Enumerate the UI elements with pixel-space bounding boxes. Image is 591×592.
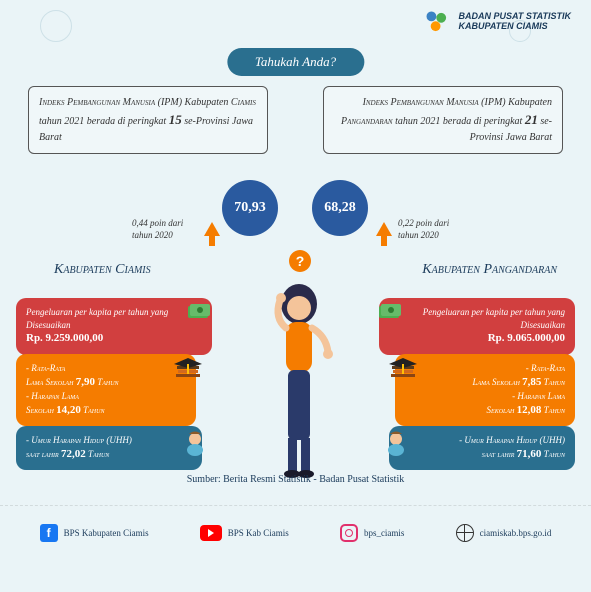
score-pangandaran: 68,28 <box>312 180 368 236</box>
footer-yt[interactable]: BPS Kab Ciamis <box>200 525 289 541</box>
instagram-icon <box>340 524 358 542</box>
footer-fb[interactable]: f BPS Kabupaten Ciamis <box>40 524 149 542</box>
header: BADAN PUSAT STATISTIK KABUPATEN CIAMIS <box>423 8 572 36</box>
footer-web[interactable]: ciamiskab.bps.go.id <box>456 524 552 542</box>
label: Pengeluaran per kapita per tahun yang Di… <box>389 306 565 331</box>
bps-logo <box>423 8 451 36</box>
money-icon <box>186 302 214 322</box>
card-school-right: - Rata-RataLama Sekolah 7,85 Tahun - Har… <box>395 354 575 426</box>
fact-box-pangandaran: Indeks Pembangunan Manusia (IPM) Kabupat… <box>323 86 563 154</box>
web-label: ciamiskab.bps.go.id <box>480 528 552 538</box>
arrow-up-icon <box>204 222 220 236</box>
org-line2: KABUPATEN CIAMIS <box>459 22 572 32</box>
fb-label: BPS Kabupaten Ciamis <box>64 528 149 538</box>
arrow-up-icon <box>376 222 392 236</box>
card-school-left: - Rata-RataLama Sekolah 7,90 Tahun - Har… <box>16 354 196 426</box>
footer: f BPS Kabupaten Ciamis BPS Kab Ciamis bp… <box>0 505 591 592</box>
region-title-right: Kabupaten Pangandaran <box>422 262 557 278</box>
value: Rp. 9.065.000,00 <box>389 331 565 346</box>
ig-label: bps_ciamis <box>364 528 405 538</box>
value: Rp. 9.259.000,00 <box>26 331 202 346</box>
baby-icon <box>182 430 208 456</box>
label: Pengeluaran per kapita per tahun yang Di… <box>26 306 202 331</box>
fact-box-ciamis: Indeks Pembangunan Manusia (IPM) Kabupat… <box>28 86 268 154</box>
books-icon <box>172 358 204 384</box>
card-spend-left: Pengeluaran per kapita per tahun yang Di… <box>16 298 212 355</box>
money-icon <box>377 302 405 322</box>
footer-ig[interactable]: bps_ciamis <box>340 524 405 542</box>
score-ciamis: 70,93 <box>222 180 278 236</box>
youtube-icon <box>200 525 222 541</box>
card-life-right: - Umur Harapan Hidup (UHH)saat lahir 71,… <box>389 426 575 470</box>
delta-pangandaran: 0,22 poin daritahun 2020 <box>398 218 449 241</box>
header-text: BADAN PUSAT STATISTIK KABUPATEN CIAMIS <box>459 12 572 32</box>
facebook-icon: f <box>40 524 58 542</box>
source-text: Sumber: Berita Resmi Statistik - Badan P… <box>0 474 591 485</box>
question-icon: ? <box>289 250 311 272</box>
books-icon <box>387 358 419 384</box>
region-title-left: Kabupaten Ciamis <box>54 262 151 278</box>
card-spend-right: Pengeluaran per kapita per tahun yang Di… <box>379 298 575 355</box>
card-life-left: - Umur Harapan Hidup (UHH)saat lahir 72,… <box>16 426 202 470</box>
woman-illustration <box>254 278 344 488</box>
globe-icon <box>456 524 474 542</box>
title-banner: Tahukah Anda? <box>227 48 364 76</box>
baby-icon <box>383 430 409 456</box>
yt-label: BPS Kab Ciamis <box>228 528 289 538</box>
delta-ciamis: 0,44 poin daritahun 2020 <box>132 218 183 241</box>
